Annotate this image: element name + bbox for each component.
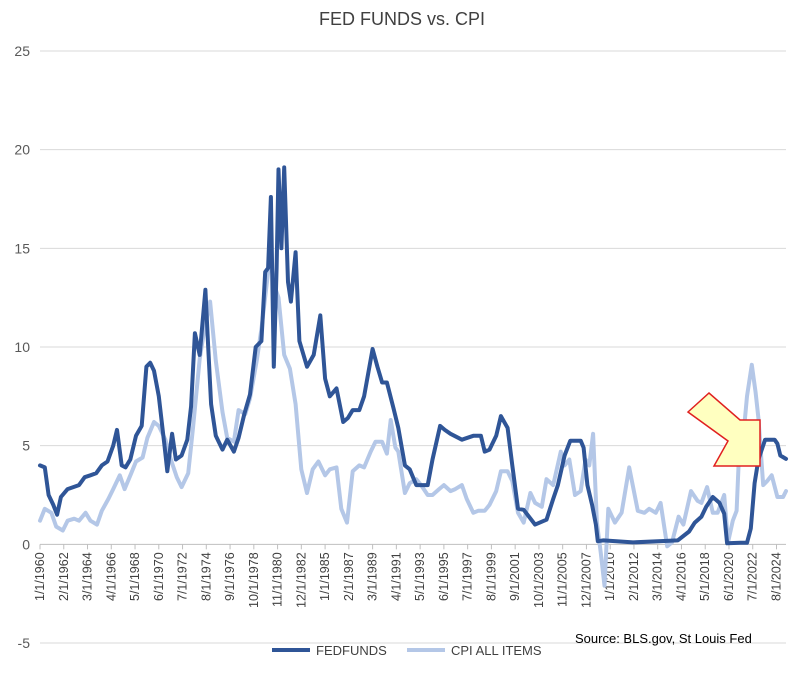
- x-tick-label: 1/1/1985: [318, 552, 332, 601]
- x-tick-label: 6/1/1970: [152, 552, 166, 601]
- x-tick-label: 6/1/2020: [722, 552, 736, 601]
- x-tick-label: 6/1/1995: [437, 552, 451, 601]
- x-tick-label: 10/1/1978: [247, 552, 261, 608]
- x-tick-label: 9/1/2001: [508, 552, 522, 601]
- x-tick-label: 10/1/2003: [532, 552, 546, 608]
- x-tick-label: 5/1/1993: [413, 552, 427, 601]
- x-tick-label: 2/1/1962: [57, 552, 71, 601]
- x-tick-label: 5/1/2018: [698, 552, 712, 601]
- x-tick-label: 9/1/1976: [223, 552, 237, 601]
- annotation-arrow: [686, 391, 761, 467]
- x-tick-label: 11/1/1980: [271, 552, 285, 607]
- x-tick-label: 7/1/1997: [461, 552, 475, 601]
- x-tick-label: 1/1/1960: [33, 552, 47, 601]
- y-tick-label: 15: [14, 240, 30, 256]
- legend-label-cpi: CPI ALL ITEMS: [451, 643, 542, 658]
- annotation-arrow-shape: [686, 391, 761, 467]
- x-tick-label: 7/1/1972: [176, 552, 190, 601]
- x-tick-label: 3/1/2014: [651, 552, 665, 601]
- series-lines: [38, 165, 788, 588]
- x-tick-label: 2/1/2012: [627, 552, 641, 601]
- x-axis: 1/1/1960 2/1/1962 3/1/1964 4/1/1966 5/1/1968…: [33, 543, 786, 608]
- chart-title: FED FUNDS vs. CPI: [319, 9, 485, 29]
- x-tick-label: 4/1/1991: [389, 552, 403, 601]
- series-line-cpi: [38, 254, 788, 588]
- y-tick-label: 10: [14, 339, 30, 355]
- x-tick-label: 7/1/2022: [746, 552, 760, 601]
- y-tick-label: -5: [18, 635, 31, 651]
- x-tick-label: 5/1/1968: [128, 552, 142, 601]
- y-tick-label: 0: [22, 536, 30, 552]
- x-tick-label: 3/1/1989: [366, 552, 380, 601]
- x-tick-label: 8/1/1999: [484, 552, 498, 601]
- source-note: Source: BLS.gov, St Louis Fed: [575, 631, 752, 646]
- x-tick-label: 12/1/1982: [294, 552, 308, 608]
- x-tick-label: 4/1/2016: [674, 552, 688, 601]
- y-tick-label: 5: [22, 438, 30, 454]
- series-line-fedfunds: [38, 165, 788, 546]
- y-tick-label: 20: [14, 142, 30, 158]
- x-tick-label: 3/1/1964: [81, 552, 95, 601]
- x-tick-label: 8/1/2024: [769, 552, 783, 601]
- x-tick-label: 12/1/2007: [579, 552, 593, 608]
- x-tick-label: 2/1/1987: [342, 552, 356, 601]
- x-tick-label: 4/1/1966: [104, 552, 118, 601]
- legend-label-fedfunds: FEDFUNDS: [316, 643, 387, 658]
- y-axis: -5 0 5 10 15 20 25: [14, 43, 30, 651]
- x-tick-label: 8/1/1974: [199, 552, 213, 601]
- legend: FEDFUNDS CPI ALL ITEMS: [272, 643, 542, 658]
- x-tick-label: 11/1/2005: [556, 552, 570, 607]
- y-tick-label: 25: [14, 43, 30, 59]
